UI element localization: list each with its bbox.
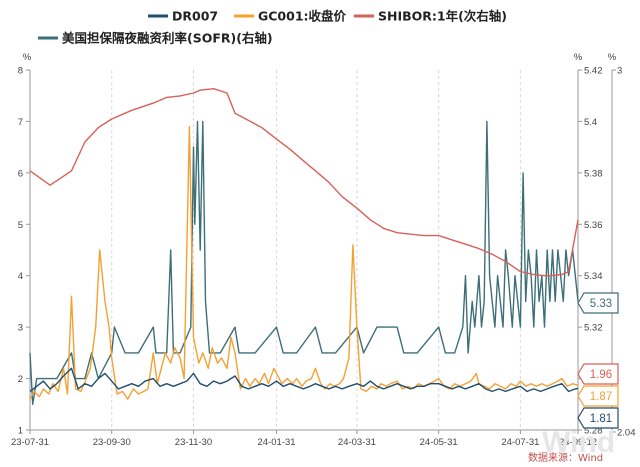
legend-label: 美国担保隔夜融资利率(SOFR)(右轴) — [62, 31, 273, 46]
left-axis: 1 2 3 4 5 6 7 8% — [18, 52, 32, 437]
badge-value: 1.96 — [590, 369, 612, 381]
legend: DR007 GC001:收盘价 SHIBOR:1年(次右轴) 美国担保隔夜融资利率(S… — [38, 9, 507, 46]
x-axis: 23-07-31 23-09-30 23-11-30 24-01-31 24-03-31… — [11, 430, 597, 448]
x-axis-tick-label: 23-09-30 — [93, 437, 131, 448]
left-axis-tick-label: 4 — [18, 271, 23, 282]
series-line-2 — [29, 87, 579, 277]
badge-box — [577, 407, 619, 429]
left-axis-tick-label: 1 — [18, 426, 23, 437]
x-axis-tick-label: 24-05-31 — [420, 437, 458, 448]
x-axis-tick-label: 24-09-12 — [559, 437, 597, 448]
right-inner-axis-unit: % — [574, 52, 583, 63]
x-axis-tick-label: 23-07-31 — [11, 437, 49, 448]
badge-value: 5.33 — [590, 298, 612, 310]
last-value-badge-3: 5.33 — [577, 292, 619, 314]
left-axis-tick-label: 3 — [18, 323, 23, 334]
legend-label: SHIBOR:1年(次右轴) — [378, 9, 507, 24]
last-value-badge-0: 1.81 — [577, 407, 619, 429]
series-line-0 — [29, 367, 579, 393]
right-outer-axis-tick-label: 2.04 — [617, 428, 636, 439]
right-inner-axis-tick-label: 5.34 — [584, 271, 603, 282]
legend-label: GC001:收盘价 — [258, 9, 347, 24]
x-axis-tick-label: 24-07-31 — [501, 437, 539, 448]
legend-item-2: SHIBOR:1年(次右轴) — [354, 9, 507, 24]
right-inner-axis-tick-label: 5.38 — [584, 168, 603, 179]
plot-frame — [29, 70, 613, 431]
right-inner-axis-tick-label: 5.42 — [584, 66, 603, 77]
right-outer-axis-unit: % — [608, 52, 617, 63]
badge-value: 1.81 — [590, 413, 612, 425]
grid-lines — [111, 70, 521, 430]
left-axis-tick-label: 6 — [18, 168, 23, 179]
right-inner-axis-tick-label: 5.4 — [584, 117, 597, 128]
x-axis-tick-label: 24-01-31 — [258, 437, 296, 448]
badge-box — [577, 292, 619, 314]
source-note: 数据来源：Wind — [528, 451, 603, 464]
legend-item-3: 美国担保隔夜融资利率(SOFR)(右轴) — [38, 31, 273, 46]
x-axis-tick-label: 23-11-30 — [175, 437, 212, 448]
x-axis-tick-label: 24-03-31 — [338, 437, 376, 448]
left-axis-tick-label: 2 — [18, 374, 23, 385]
badge-value: 1.87 — [590, 391, 612, 403]
left-axis-unit: % — [23, 52, 32, 63]
last-value-badges: 5.33 1.96 1.87 1.81 — [577, 292, 619, 429]
legend-label: DR007 — [172, 9, 218, 24]
left-axis-tick-label: 7 — [18, 117, 23, 128]
right-outer-axis-tick-label: 3 — [617, 66, 622, 77]
right-inner-axis-tick-label: 5.36 — [584, 220, 603, 231]
watermark: Wind — [542, 426, 615, 459]
right-inner-axis-tick-label: 5.28 — [584, 426, 603, 437]
right-inner-axis-tick-label: 5.32 — [584, 323, 603, 334]
legend-item-1: GC001:收盘价 — [234, 9, 347, 24]
badge-box — [577, 385, 619, 407]
series-line-3 — [29, 120, 579, 405]
series-lines — [29, 87, 579, 405]
legend-item-0: DR007 — [148, 9, 218, 24]
right-outer-axis: 2.04 3% — [608, 52, 636, 439]
left-axis-tick-label: 8 — [18, 66, 23, 77]
left-axis-tick-label: 5 — [18, 220, 23, 231]
last-value-badge-2: 1.96 — [577, 363, 619, 385]
badge-box — [577, 363, 619, 385]
last-value-badge-1: 1.87 — [577, 385, 619, 407]
